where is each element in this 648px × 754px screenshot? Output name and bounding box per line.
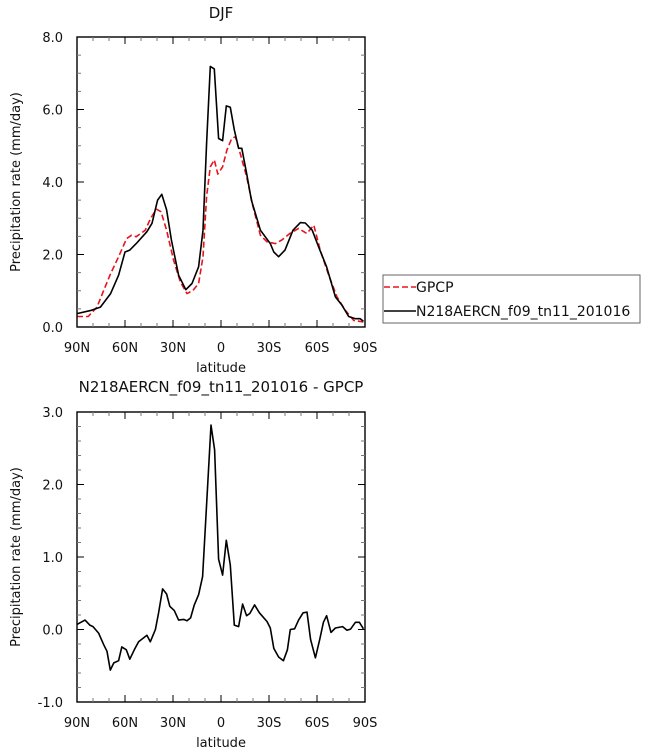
- x-tick-label: 90S: [353, 716, 378, 731]
- x-tick-label: 30S: [257, 341, 282, 356]
- chart-panel-1: 90N 60N 30N 0 30S 60S 90S -1.0 0.0 1.0 2.0 3.0 N218A…: [9, 378, 377, 751]
- y-tick-label: 3.0: [42, 406, 63, 421]
- x-axis-label: latitude: [196, 361, 246, 376]
- x-tick-label: 0: [217, 341, 225, 356]
- legend-label: GPCP: [416, 280, 454, 296]
- y-tick-label: 0.0: [42, 624, 63, 639]
- series-line-n218aercn-f09-tn11-201016-gpcp: [76, 424, 365, 671]
- y-tick-label: 2.0: [42, 479, 63, 494]
- y-tick-label: 6.0: [42, 104, 63, 119]
- y-tick-label: 4.0: [42, 176, 63, 191]
- x-tick-label: 90N: [64, 341, 90, 356]
- x-tick-label: 90N: [64, 716, 90, 731]
- legend-label: N218AERCN_f09_tn11_201016: [416, 304, 630, 320]
- x-tick-label: 60S: [305, 716, 330, 731]
- x-tick-label: 60S: [305, 341, 330, 356]
- y-tick-label: 1.0: [42, 551, 63, 566]
- y-tick-label: 0.0: [42, 321, 63, 336]
- x-tick-label: 30S: [257, 716, 282, 731]
- x-tick-label: 30N: [160, 716, 186, 731]
- x-tick-label: 60N: [112, 341, 138, 356]
- x-tick-label: 0: [217, 716, 225, 731]
- chart-title: N218AERCN_f09_tn11_201016 - GPCP: [79, 378, 364, 397]
- chart-panel-0: 90N 60N 30N 0 30S 60S 90S 0.0 2.0 4.0 6.0 8.0 DJF lat…: [9, 4, 377, 376]
- plot-frame: [76, 411, 366, 703]
- x-tick-label: 30N: [160, 341, 186, 356]
- series-line-gpcp: [77, 135, 364, 323]
- plot-frame: [76, 36, 366, 328]
- y-tick-label: 2.0: [42, 249, 63, 264]
- y-tick-label: 8.0: [42, 31, 63, 46]
- chart-title: DJF: [209, 4, 234, 22]
- x-axis-label: latitude: [196, 736, 246, 751]
- series-line-n218aercn-f09-tn11-201016: [76, 65, 364, 322]
- y-axis-label: Precipitation rate (mm/day): [9, 92, 24, 272]
- x-tick-label: 60N: [112, 716, 138, 731]
- y-axis-label: Precipitation rate (mm/day): [9, 467, 24, 647]
- y-tick-label: -1.0: [38, 696, 63, 711]
- legend-box: [382, 274, 641, 324]
- legend: GPCP N218AERCN_f09_tn11_201016: [382, 274, 641, 324]
- x-tick-label: 90S: [353, 341, 378, 356]
